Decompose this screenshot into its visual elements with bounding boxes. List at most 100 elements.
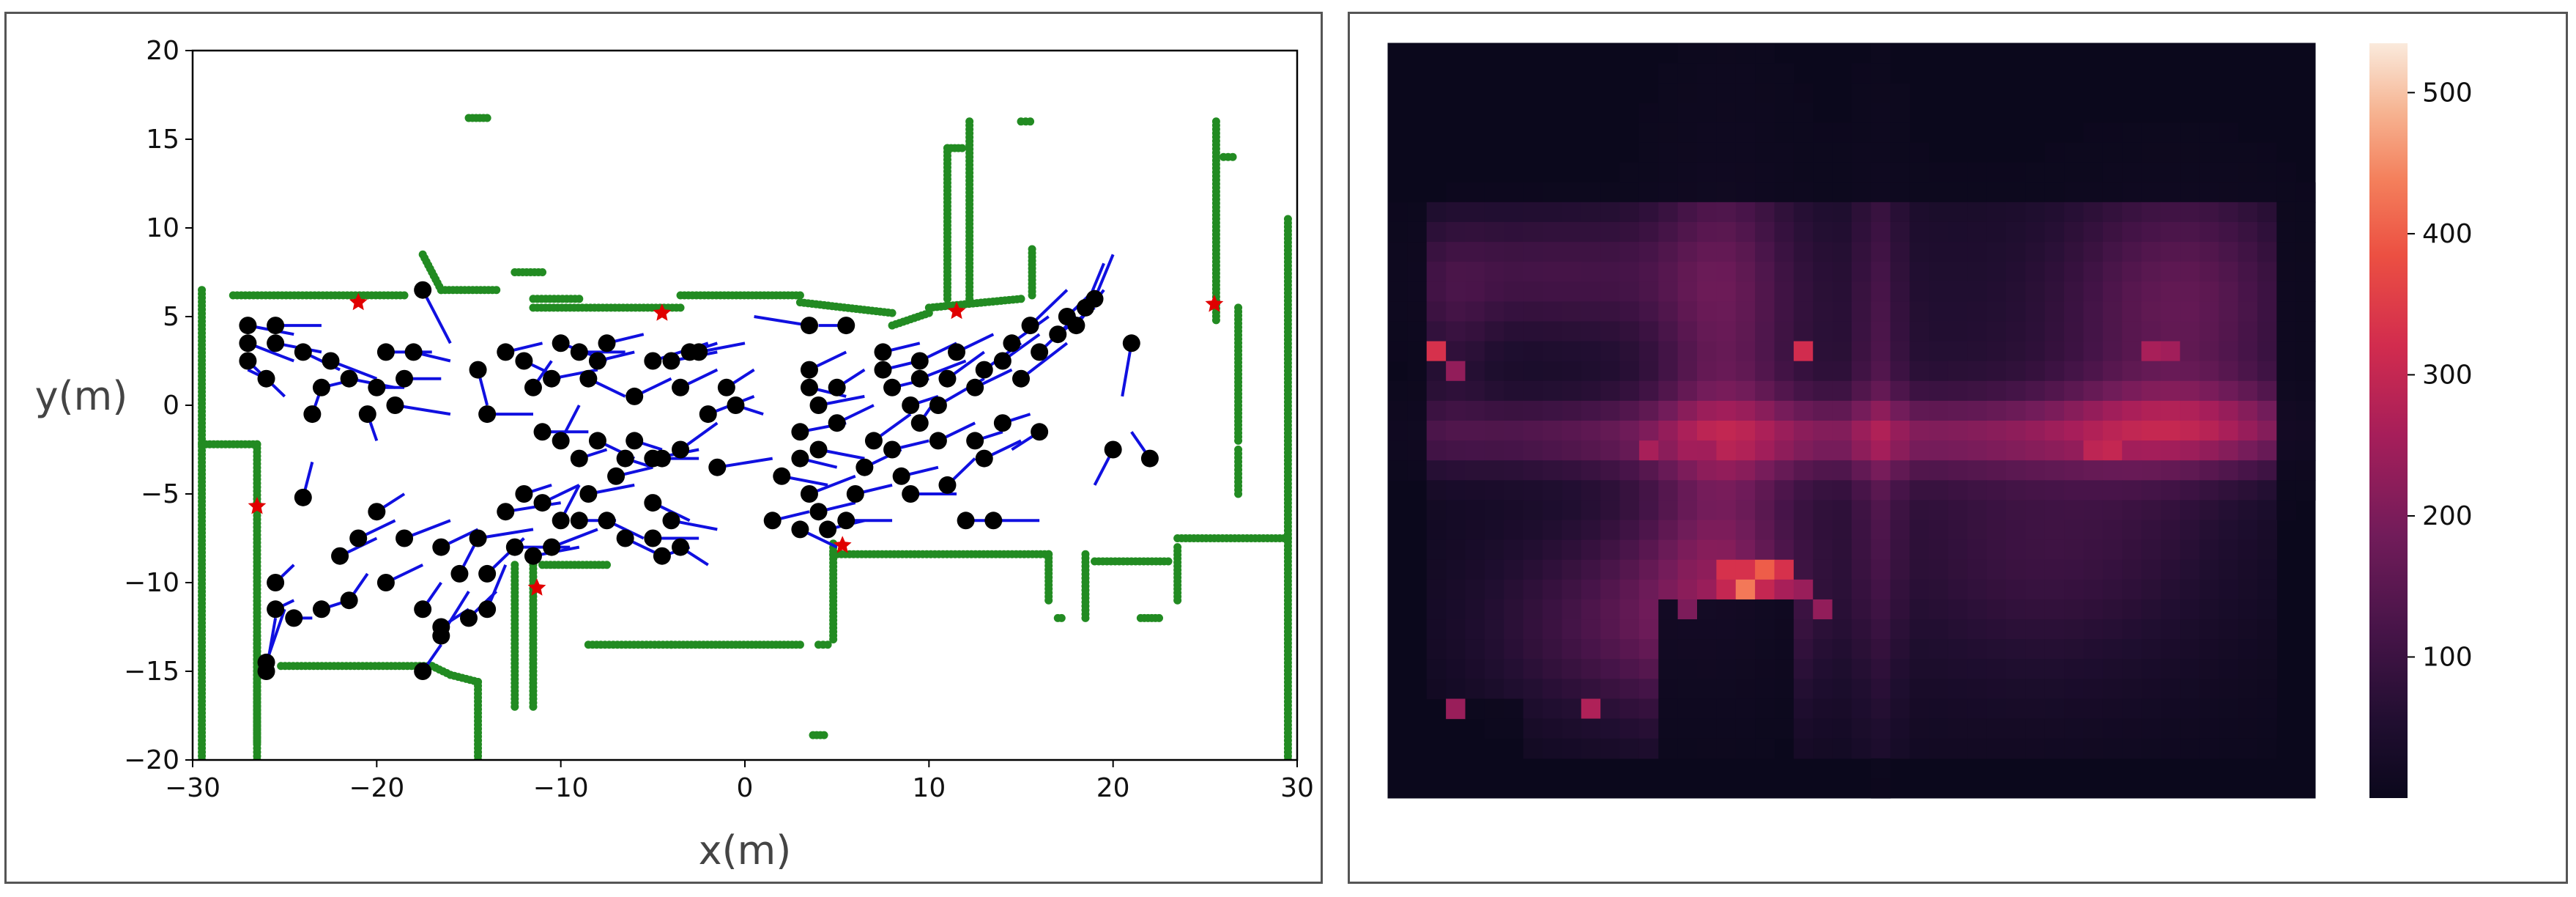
heatmap-cell bbox=[1484, 500, 1504, 521]
heatmap-cell bbox=[2083, 619, 2104, 640]
heatmap-cell bbox=[2044, 599, 2065, 620]
heatmap-cell bbox=[1562, 579, 1582, 600]
heatmap-cell bbox=[1658, 480, 1679, 501]
heatmap-cell bbox=[2083, 440, 2104, 461]
heatmap-cell bbox=[2006, 341, 2026, 362]
heatmap-cell bbox=[1677, 539, 1698, 561]
agent-point bbox=[331, 547, 349, 565]
heatmap-cell bbox=[1446, 679, 1466, 700]
heatmap-cell bbox=[2295, 321, 2316, 342]
heatmap-cell bbox=[1658, 579, 1679, 600]
agent-point bbox=[396, 529, 414, 547]
heatmap-cell bbox=[1871, 619, 1891, 640]
heatmap-cell bbox=[2238, 539, 2258, 561]
heatmap-cell bbox=[1697, 500, 1717, 521]
heatmap-cell bbox=[1619, 421, 1640, 441]
heatmap-cell bbox=[2257, 460, 2277, 481]
heatmap-cell bbox=[2219, 460, 2239, 481]
heatmap-cell bbox=[1967, 539, 1988, 561]
heatmap-cell bbox=[2219, 559, 2239, 580]
heatmap-cell bbox=[1852, 162, 1871, 183]
heatmap-cell bbox=[1986, 262, 2007, 282]
heatmap-cell bbox=[2219, 262, 2239, 282]
heatmap-cell bbox=[2044, 698, 2065, 720]
heatmap-cell bbox=[1909, 559, 1930, 580]
heatmap-cell bbox=[1581, 539, 1601, 561]
heatmap-cell bbox=[2044, 738, 2065, 759]
heatmap-cell bbox=[1871, 63, 1891, 84]
heatmap-cell bbox=[2006, 421, 2026, 441]
heatmap-cell bbox=[2276, 221, 2297, 243]
heatmap-cell bbox=[1446, 539, 1466, 561]
heatmap-cell bbox=[2006, 539, 2026, 561]
agent-point bbox=[1140, 449, 1159, 468]
heatmap-cell bbox=[1716, 619, 1737, 640]
heatmap-cell bbox=[1735, 679, 1756, 700]
heatmap-cell bbox=[1852, 83, 1871, 103]
heatmap-cell bbox=[1890, 83, 1910, 103]
heatmap-cell bbox=[2083, 301, 2104, 322]
heatmap-cell bbox=[1638, 380, 1659, 402]
heatmap-cell bbox=[1948, 599, 1968, 620]
heatmap-cell bbox=[2161, 559, 2180, 580]
heatmap-cell bbox=[1929, 182, 1949, 203]
heatmap-cell bbox=[1465, 539, 1485, 561]
heatmap-cell bbox=[1504, 341, 1524, 362]
heatmap-cell bbox=[1813, 480, 1833, 501]
heatmap-cell bbox=[2025, 221, 2046, 243]
heatmap-cell bbox=[1793, 142, 1814, 163]
heatmap-cell bbox=[1543, 341, 1562, 362]
heatmap-cell bbox=[2161, 142, 2180, 163]
heatmap-cell bbox=[2044, 341, 2065, 362]
heatmap-cell bbox=[2257, 262, 2277, 282]
heatmap-cell bbox=[1793, 321, 1814, 342]
heatmap-cell bbox=[1619, 400, 1640, 421]
heatmap-cell bbox=[1407, 321, 1428, 342]
agent-point bbox=[239, 352, 257, 370]
heatmap-cell bbox=[2102, 579, 2123, 600]
agent-point bbox=[432, 627, 450, 645]
heatmap-cell bbox=[2238, 321, 2258, 342]
heatmap-cell bbox=[1986, 400, 2007, 421]
heatmap-cell bbox=[1581, 301, 1601, 322]
heatmap-cell bbox=[1600, 221, 1621, 243]
heatmap-cell bbox=[1890, 421, 1910, 441]
heatmap-cell bbox=[2257, 619, 2277, 640]
heatmap-cell bbox=[2006, 599, 2026, 620]
heatmap-cell bbox=[2141, 321, 2161, 342]
heatmap-cell bbox=[1697, 659, 1717, 679]
heatmap-cell bbox=[2064, 599, 2085, 620]
heatmap-cell bbox=[2083, 718, 2104, 739]
heatmap-cell bbox=[1774, 142, 1794, 163]
heatmap-cell bbox=[2102, 380, 2123, 402]
heatmap-cell bbox=[1909, 698, 1930, 720]
heatmap-cell bbox=[1813, 599, 1833, 620]
agent-point bbox=[800, 317, 818, 335]
heatmap-cell bbox=[1446, 579, 1466, 600]
heatmap-cell bbox=[1638, 440, 1659, 461]
heatmap-cell bbox=[1465, 281, 1485, 302]
heatmap-cell bbox=[2122, 539, 2142, 561]
heatmap-cell bbox=[1562, 242, 1582, 262]
heatmap-cell bbox=[2161, 202, 2180, 223]
agent-point bbox=[376, 343, 395, 361]
heatmap-cell bbox=[1813, 679, 1833, 700]
heatmap-cell bbox=[1562, 262, 1582, 282]
heatmap-cell bbox=[1909, 421, 1930, 441]
heatmap-cell bbox=[1658, 440, 1679, 461]
heatmap-cell bbox=[1716, 361, 1737, 382]
agent-heading-line bbox=[395, 404, 451, 416]
heatmap-cell bbox=[2238, 361, 2258, 382]
heatmap-cell bbox=[1909, 738, 1930, 759]
heatmap-cell bbox=[1774, 361, 1794, 382]
heatmap-cell bbox=[1735, 718, 1756, 739]
y-tick-label: 20 bbox=[146, 36, 179, 66]
heatmap-cell bbox=[1948, 738, 1968, 759]
heatmap-cell bbox=[1967, 480, 1988, 501]
agent-point bbox=[588, 432, 606, 450]
heatmap-cell bbox=[1658, 679, 1679, 700]
heatmap-cell bbox=[1774, 63, 1794, 84]
heatmap-cell bbox=[1793, 221, 1814, 243]
heatmap-cell bbox=[2064, 221, 2085, 243]
heatmap-cell bbox=[1426, 281, 1447, 302]
